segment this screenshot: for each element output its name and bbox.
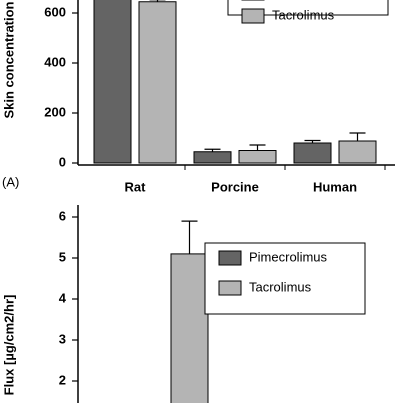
legend-label: Tacrolimus xyxy=(249,279,312,294)
bar xyxy=(138,1,177,164)
error-bar xyxy=(149,0,166,2)
x-tick-label: Porcine xyxy=(211,179,259,194)
x-tick-label: Human xyxy=(313,179,357,194)
y-tick-label: 600 xyxy=(44,4,66,19)
y-tick-label: 4 xyxy=(59,290,67,305)
error-bar xyxy=(304,139,321,143)
panel-label: (A) xyxy=(2,174,19,189)
bar xyxy=(193,151,232,164)
legend-box xyxy=(227,0,389,16)
legend-swatch xyxy=(241,8,265,24)
bar xyxy=(170,253,209,403)
error-bar xyxy=(204,148,221,152)
y-tick-label: 0 xyxy=(59,154,66,169)
y-tick-label: 2 xyxy=(59,372,66,387)
legend-box xyxy=(204,242,366,315)
plot xyxy=(170,220,209,403)
chart: 2 3 4 5 6 Flux [µg/cm2/hr] Pimecrolimus Tacroli… xyxy=(1,205,366,403)
y-tick-label: 3 xyxy=(59,331,66,346)
legend-swatch xyxy=(218,250,242,266)
error-bar xyxy=(181,220,198,254)
legend-swatch xyxy=(218,280,242,296)
bar xyxy=(293,142,332,164)
error-bar xyxy=(349,132,366,141)
bar xyxy=(93,0,132,164)
plot xyxy=(93,0,377,164)
legend-label: Tacrolimus xyxy=(272,7,335,22)
error-bar xyxy=(249,144,266,151)
chart: Rat Porcine Human 0 200 400 600 Skin concentrat… xyxy=(1,0,395,194)
y-axis-label: Flux [µg/cm2/hr] xyxy=(1,295,16,396)
y-axis-label: Skin concentration xyxy=(1,1,16,118)
legend-label: Pimecrolimus xyxy=(249,249,328,264)
y-tick-label: 5 xyxy=(59,249,66,264)
bar xyxy=(338,140,377,164)
y-tick-label: 6 xyxy=(59,208,66,223)
x-tick-label: Rat xyxy=(125,179,147,194)
y-tick-label: 200 xyxy=(44,104,66,119)
y-tick-label: 400 xyxy=(44,54,66,69)
bar xyxy=(238,150,277,164)
